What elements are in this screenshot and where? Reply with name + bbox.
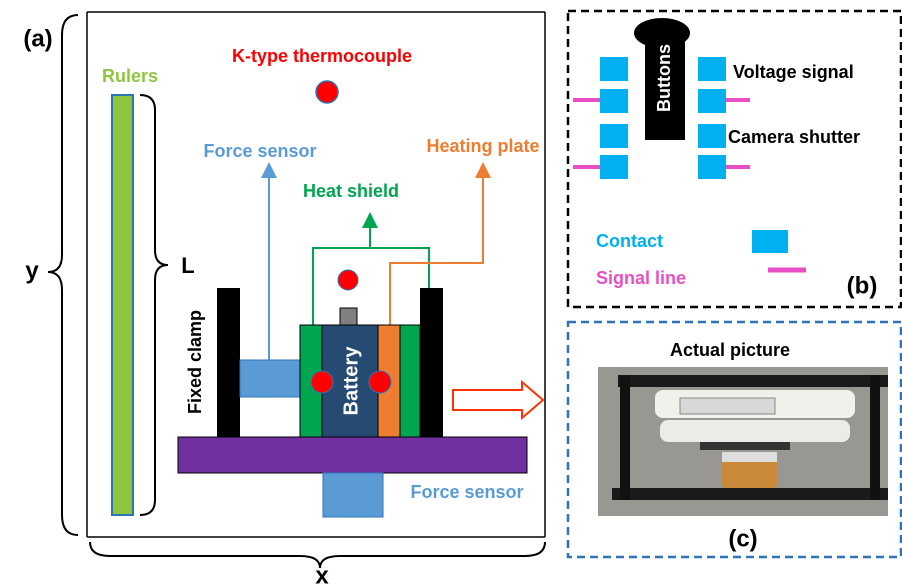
contact (600, 155, 628, 179)
contact (698, 57, 726, 81)
contact (600, 124, 628, 148)
heating-plate-label: Heating plate (426, 136, 539, 156)
buttons-label: Buttons (654, 44, 674, 112)
thermocouple-dot (369, 371, 391, 393)
post (870, 375, 880, 500)
contact-legend (752, 230, 788, 253)
insulation (660, 420, 850, 442)
l-label: L (181, 253, 194, 278)
fixed-clamp-label: Fixed clamp (185, 310, 205, 414)
post (620, 375, 630, 500)
mount (700, 442, 790, 450)
x-label: x (315, 562, 329, 588)
contact (698, 155, 726, 179)
contact (698, 89, 726, 113)
force-sensor-label: Force sensor (203, 141, 316, 161)
battery-photo (680, 398, 775, 414)
panel-c: Actual picture (c) (568, 322, 901, 557)
y-brace (48, 15, 78, 535)
thermocouple-label: K-type thermocouple (232, 46, 412, 66)
l-brace (140, 95, 168, 515)
photo (598, 367, 888, 516)
sensor-label (722, 452, 777, 462)
plate (612, 488, 888, 500)
panel-b: Buttons Voltage signal Camera shutter Co… (568, 11, 901, 307)
figure: y x (a) Rulers L K-type thermocouple For… (0, 0, 902, 588)
clamp (217, 288, 240, 437)
panel-label: (b) (847, 272, 878, 299)
shield-line (313, 248, 429, 325)
contact (600, 57, 628, 81)
voltage-label: Voltage signal (733, 62, 854, 82)
signal-line-label: Signal line (596, 268, 686, 288)
battery-label: Battery (340, 346, 362, 416)
contact-label: Contact (596, 231, 663, 251)
ruler (112, 95, 133, 515)
contact (698, 124, 726, 148)
panel-label: (a) (23, 25, 52, 52)
camera-label: Camera shutter (728, 127, 860, 147)
panel-label: (c) (728, 525, 757, 552)
panel-a: y x (a) Rulers L K-type thermocouple For… (23, 12, 545, 588)
panel-title: Actual picture (670, 340, 790, 360)
force-sensor-label: Force sensor (410, 482, 523, 502)
move-arrow (453, 382, 543, 418)
base (178, 437, 527, 473)
button-top (634, 18, 690, 48)
thermocouple-dot (311, 371, 333, 393)
battery-terminal (340, 308, 357, 325)
thermocouple-dot (338, 270, 358, 290)
rulers-label: Rulers (102, 66, 158, 86)
force-sensor (240, 360, 300, 397)
force-sensor (323, 473, 383, 517)
heat-shield (400, 325, 420, 437)
contact (600, 89, 628, 113)
plate (618, 375, 888, 387)
thermocouple-dot (316, 81, 338, 103)
y-label: y (25, 257, 39, 284)
clamp (420, 288, 443, 437)
heat-shield-label: Heat shield (303, 181, 399, 201)
